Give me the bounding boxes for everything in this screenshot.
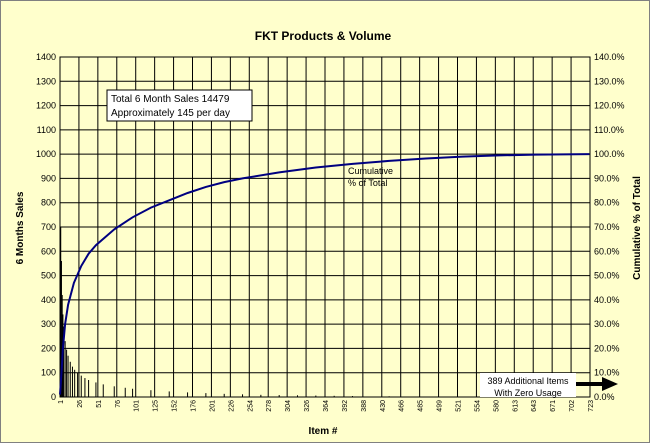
y2-tick-label: 60.0%	[594, 246, 620, 256]
y-tick-label: 600	[41, 246, 56, 256]
y2-tick-label: 40.0%	[594, 295, 620, 305]
x-tick-label: 125	[153, 400, 160, 412]
x-tick-label: 278	[266, 400, 273, 412]
right-arrow-icon	[576, 377, 618, 391]
chart-title: FKT Products & Volume	[255, 29, 392, 43]
cumulative-label-1: Cumulative	[348, 166, 393, 176]
x-tick-label: 101	[134, 400, 141, 412]
x-tick-label: 613	[512, 400, 519, 412]
cumulative-label-2: % of Total	[348, 178, 387, 188]
y-tick-label: 100	[41, 368, 56, 378]
y2-tick-label: 80.0%	[594, 198, 620, 208]
zero-usage-line-1: 389 Additional Items	[487, 376, 569, 386]
x-tick-label: 364	[323, 400, 330, 412]
y-tick-label: 900	[41, 173, 56, 183]
x-tick-label: 326	[304, 400, 311, 412]
y2-axis-ticks: 0.0% 10.0% 20.0% 30.0% 40.0% 50.0% 60.0% 70.0% 8…	[594, 52, 625, 402]
x-tick-label: 580	[493, 400, 500, 412]
y2-tick-label: 70.0%	[594, 222, 620, 232]
x-tick-label: 430	[380, 400, 387, 412]
y-tick-label: 1400	[36, 52, 56, 62]
y2-tick-label: 130.0%	[594, 76, 625, 86]
x-tick-label: 76	[115, 400, 122, 408]
y-tick-label: 0	[51, 392, 56, 402]
y-tick-label: 700	[41, 222, 56, 232]
x-axis-title: Item #	[309, 426, 338, 437]
x-tick-label: 254	[247, 400, 254, 412]
x-tick-label: 466	[399, 400, 406, 412]
x-tick-label: 26	[77, 400, 84, 408]
x-tick-label: 671	[550, 400, 557, 412]
y2-tick-label: 0.0%	[594, 392, 615, 402]
totals-line-2: Approximately 145 per day	[111, 108, 230, 119]
y2-tick-label: 100.0%	[594, 149, 625, 159]
grid	[59, 56, 591, 398]
y-axis-ticks: 0 100 200 300 400 500 600 700 800 900 1000 1100 1200…	[36, 52, 56, 402]
y2-tick-label: 10.0%	[594, 368, 620, 378]
y2-tick-label: 90.0%	[594, 173, 620, 183]
cumulative-line	[59, 153, 590, 395]
x-tick-label: 226	[228, 400, 235, 412]
x-tick-label: 152	[172, 400, 179, 412]
x-tick-label: 388	[361, 400, 368, 412]
x-tick-label: 176	[191, 400, 198, 412]
y2-tick-label: 30.0%	[594, 319, 620, 329]
y-tick-label: 800	[41, 198, 56, 208]
x-tick-label: 554	[474, 400, 481, 412]
x-tick-label: 201	[209, 400, 216, 412]
x-tick-label: 304	[285, 400, 292, 412]
x-tick-label: 51	[96, 400, 103, 408]
totals-box: Total 6 Month Sales 14479 Approximately …	[106, 89, 253, 122]
x-tick-label: 702	[569, 400, 576, 412]
x-tick-label: 485	[418, 400, 425, 412]
y-tick-label: 1300	[36, 76, 56, 86]
y-tick-label: 400	[41, 295, 56, 305]
totals-line-1: Total 6 Month Sales 14479	[111, 94, 230, 105]
x-tick-label: 392	[342, 400, 349, 412]
y2-tick-label: 120.0%	[594, 101, 625, 111]
y2-tick-label: 20.0%	[594, 343, 620, 353]
y-tick-label: 500	[41, 271, 56, 281]
x-tick-label: 723	[588, 400, 595, 412]
y2-tick-label: 110.0%	[594, 125, 624, 135]
x-tick-label: 1	[58, 400, 65, 404]
zero-usage-line-2: With Zero Usage	[494, 388, 562, 398]
y2-tick-label: 50.0%	[594, 271, 620, 281]
y-tick-label: 200	[41, 343, 56, 353]
y-tick-label: 300	[41, 319, 56, 329]
y-tick-label: 1200	[36, 101, 56, 111]
y2-axis-title: Cumulative % of Total	[632, 176, 643, 280]
x-tick-label: 521	[456, 400, 463, 412]
y-tick-label: 1000	[36, 149, 56, 159]
y-axis-title: 6 Months Sales	[15, 191, 26, 264]
x-tick-label: 643	[531, 400, 538, 412]
zero-usage-note: 389 Additional Items With Zero Usage	[480, 373, 576, 398]
x-axis-ticks: 1 26 51 76 101 125 152 176 201 226 254 278 304 326 364…	[58, 400, 595, 412]
y-tick-label: 1100	[37, 125, 56, 135]
x-tick-label: 499	[437, 400, 444, 412]
y2-tick-label: 140.0%	[594, 52, 625, 62]
